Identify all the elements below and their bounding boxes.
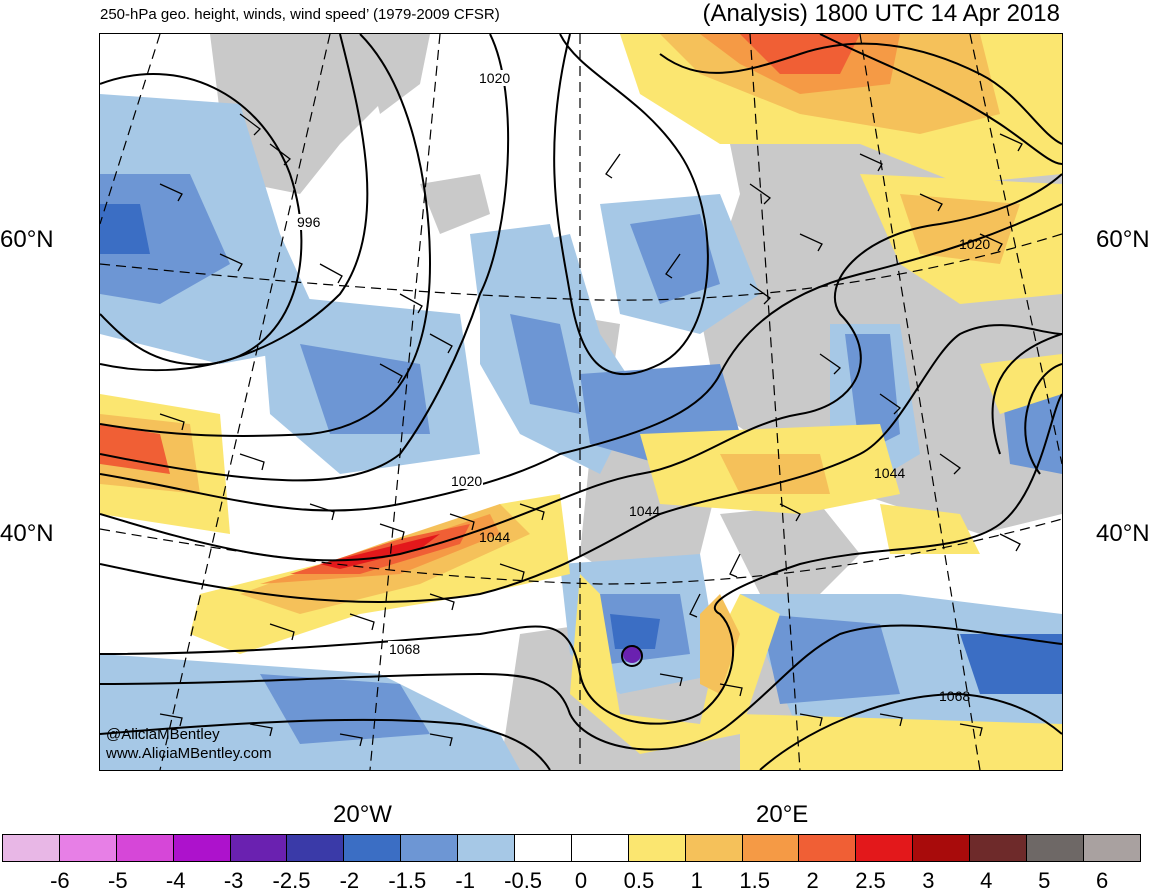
chart-title: (Analysis) 1800 UTC 14 Apr 2018 — [702, 0, 1060, 27]
colorbar-cell — [855, 834, 914, 862]
colorbar-tick-label: -1 — [455, 868, 475, 893]
credit-website: www.AliciaMBentley.com — [106, 745, 272, 762]
colorbar-cell — [627, 834, 686, 862]
chart-subtitle: 250-hPa geo. height, winds, wind speed’ … — [100, 6, 500, 23]
map-panel: 1020 996 1020 1020 1044 1044 1044 1068 1… — [99, 33, 1063, 771]
contour-label-1020-north: 1020 — [478, 70, 512, 86]
colorbar-tick-label: 2 — [806, 868, 819, 893]
colorbar-cell — [172, 834, 231, 862]
lat-label-60n-right: 60°N — [1096, 226, 1150, 253]
colorbar-cell — [58, 834, 117, 862]
colorbar-cell — [798, 834, 857, 862]
colorbar-cell — [969, 834, 1028, 862]
colorbar-cell — [912, 834, 971, 862]
colorbar-tick-label: 6 — [1095, 868, 1109, 893]
colorbar-tick-label: -2 — [339, 868, 360, 893]
wind-barbs — [159, 113, 1023, 747]
colorbar-cell — [343, 834, 402, 862]
colorbar-tick-label: -6 — [50, 868, 70, 893]
contour-label-1068-east: 1068 — [939, 688, 971, 704]
lat-label-40n-right: 40°N — [1096, 520, 1150, 547]
colorbar-tick-label: 1 — [690, 868, 703, 893]
lat-label-40n-left: 40°N — [0, 520, 54, 547]
graticule — [100, 34, 1062, 770]
contour-label-996: 996 — [296, 214, 322, 230]
colorbar-tick-label: 0 — [574, 868, 588, 893]
credit-handle: @AliciaMBentley — [106, 726, 220, 743]
colorbar-cell — [1026, 834, 1084, 862]
colorbar-tick-label: -3 — [223, 868, 244, 893]
colorbar-cell — [684, 834, 743, 862]
lat-label-60n: 60°N — [0, 226, 54, 253]
colorbar-cell — [229, 834, 288, 862]
lon-label-20e: 20°E — [756, 801, 809, 828]
colorbar-cell — [2, 834, 60, 862]
contour-label-1044-france: 1044 — [629, 503, 661, 519]
colorbar-tick-label: 5 — [1038, 868, 1051, 893]
colorbar-cell — [286, 834, 345, 862]
colorbar-cell — [457, 834, 516, 862]
colorbar — [2, 834, 1141, 862]
contour-label-1044-atlantic: 1044 — [479, 529, 511, 545]
colorbar-tick-label: -2.5 — [272, 868, 311, 893]
colorbar-tick-label: 0.5 — [623, 868, 655, 893]
colorbar-cell — [514, 834, 572, 862]
height-contours — [100, 34, 1062, 770]
colorbar-cell — [570, 834, 629, 862]
colorbar-tick-label: -5 — [108, 868, 128, 893]
negative-anomaly-shading — [100, 94, 1062, 770]
contour-label-1044-balkans: 1044 — [874, 465, 906, 481]
colorbar-cell — [1082, 834, 1141, 862]
colorbar-cell — [400, 834, 459, 862]
contour-label-1020-atlantic: 1020 — [450, 473, 484, 489]
colorbar-tick-label: 4 — [980, 868, 993, 893]
colorbar-tick-label: -1.5 — [388, 868, 427, 893]
contour-label-1068-west: 1068 — [388, 641, 422, 657]
map-canvas — [100, 34, 1062, 770]
colorbar-tick-label: 1.5 — [739, 868, 770, 893]
colorbar-tick-label: 3 — [922, 868, 935, 893]
colorbar-cell — [741, 834, 800, 862]
lon-label-20w: 20°W — [333, 801, 392, 828]
colorbar-cell — [115, 834, 174, 862]
colorbar-tick-label: 2.5 — [855, 868, 886, 893]
contour-label-1020-east: 1020 — [959, 236, 991, 252]
colorbar-tick-label: -4 — [165, 868, 186, 893]
colorbar-tick-label: -0.5 — [504, 868, 543, 893]
